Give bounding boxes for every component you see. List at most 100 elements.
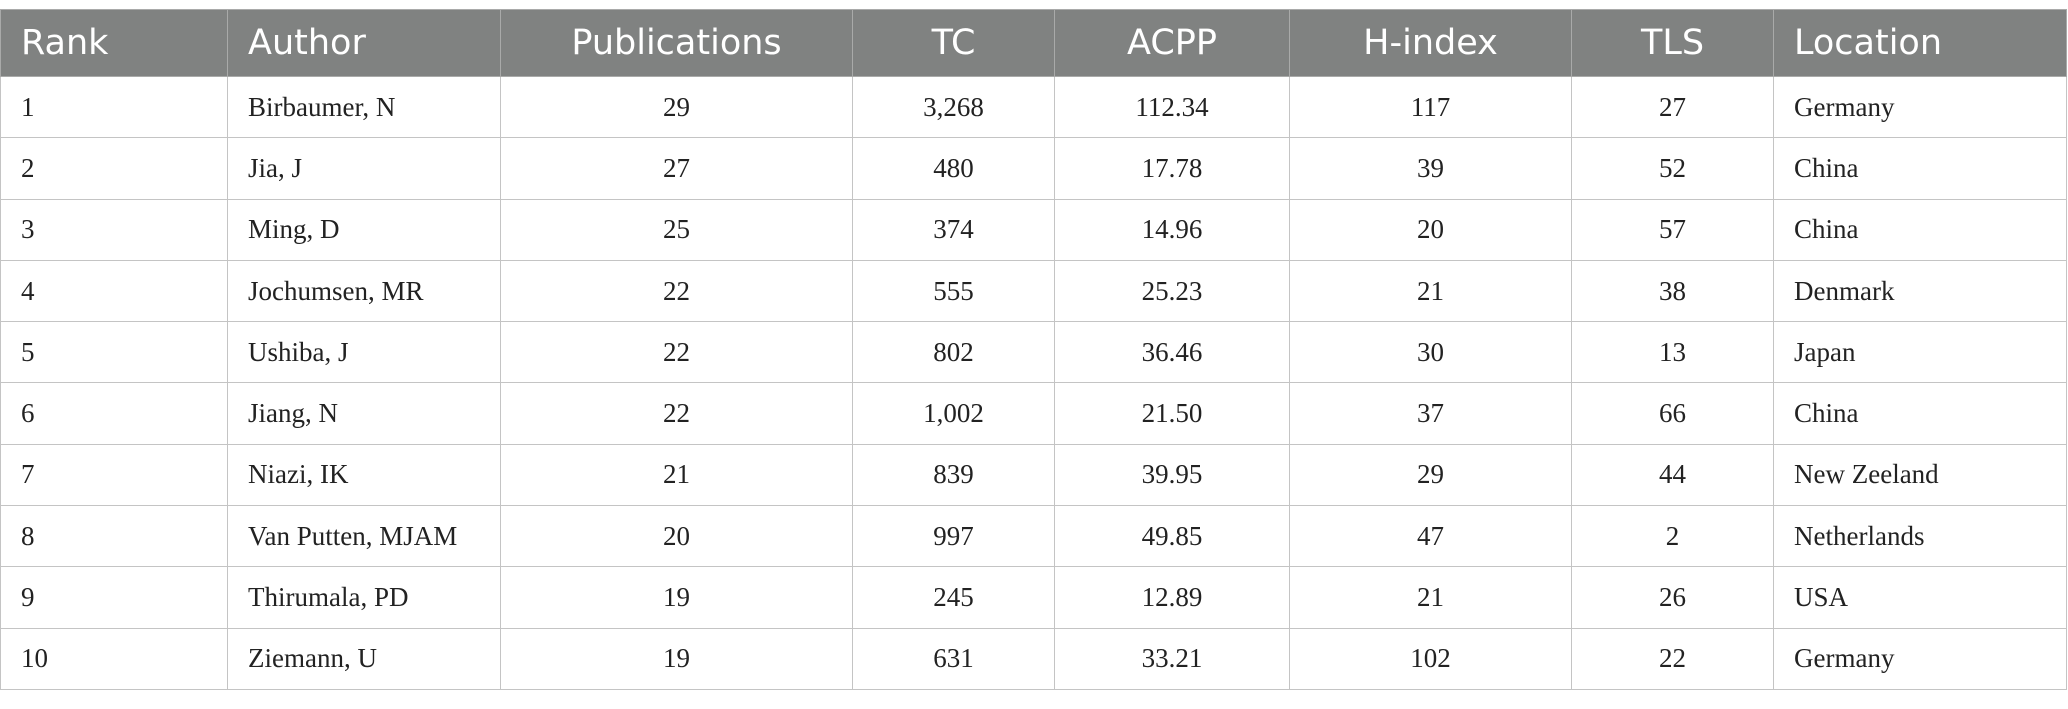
cell-location: Netherlands — [1773, 505, 2067, 568]
table-row: 4 Jochumsen, MR 22 555 25.23 21 38 Denmark — [0, 259, 2067, 323]
table-row: 9 Thirumala, PD 19 245 12.89 21 26 USA — [0, 566, 2067, 629]
cell-tls: 27 — [1571, 75, 1774, 139]
header-acpp: ACPP — [1054, 9, 1290, 77]
table-row: 3 Ming, D 25 374 14.96 20 57 China — [0, 198, 2067, 261]
cell-publications: 19 — [500, 627, 853, 690]
header-location: Location — [1773, 9, 2067, 77]
cell-h-index: 37 — [1289, 382, 1572, 445]
cell-h-index: 30 — [1289, 321, 1572, 384]
header-tc: TC — [852, 9, 1055, 77]
cell-rank: 8 — [0, 505, 228, 568]
cell-tc: 997 — [852, 505, 1055, 568]
header-author: Author — [227, 9, 501, 77]
header-row: Rank Author Publications TC ACPP H-index… — [0, 9, 2067, 77]
cell-tls: 2 — [1571, 505, 1774, 568]
cell-acpp: 12.89 — [1054, 566, 1290, 629]
cell-author: Van Putten, MJAM — [227, 505, 501, 568]
cell-h-index: 29 — [1289, 443, 1572, 507]
cell-author: Ushiba, J — [227, 321, 501, 384]
cell-acpp: 33.21 — [1054, 627, 1290, 690]
cell-rank: 7 — [0, 443, 228, 507]
cell-tc: 245 — [852, 566, 1055, 629]
cell-h-index: 20 — [1289, 198, 1572, 261]
table-row: 7 Niazi, IK 21 839 39.95 29 44 New Zeeland — [0, 443, 2067, 507]
cell-h-index: 39 — [1289, 137, 1572, 200]
cell-author: Niazi, IK — [227, 443, 501, 507]
cell-author: Ming, D — [227, 198, 501, 261]
cell-tls: 52 — [1571, 137, 1774, 200]
cell-publications: 22 — [500, 259, 853, 323]
table-row: 8 Van Putten, MJAM 20 997 49.85 47 2 Netherland… — [0, 505, 2067, 568]
cell-location: USA — [1773, 566, 2067, 629]
cell-acpp: 39.95 — [1054, 443, 1290, 507]
cell-rank: 5 — [0, 321, 228, 384]
cell-author: Thirumala, PD — [227, 566, 501, 629]
cell-rank: 1 — [0, 75, 228, 139]
header-publications: Publications — [500, 9, 853, 77]
cell-h-index: 21 — [1289, 566, 1572, 629]
cell-tc: 3,268 — [852, 75, 1055, 139]
cell-tc: 374 — [852, 198, 1055, 261]
cell-tls: 22 — [1571, 627, 1774, 690]
cell-location: Japan — [1773, 321, 2067, 384]
cell-publications: 25 — [500, 198, 853, 261]
cell-tc: 555 — [852, 259, 1055, 323]
cell-acpp: 112.34 — [1054, 75, 1290, 139]
cell-rank: 9 — [0, 566, 228, 629]
cell-acpp: 36.46 — [1054, 321, 1290, 384]
cell-tc: 802 — [852, 321, 1055, 384]
cell-acpp: 21.50 — [1054, 382, 1290, 445]
cell-h-index: 117 — [1289, 75, 1572, 139]
cell-rank: 4 — [0, 259, 228, 323]
cell-rank: 10 — [0, 627, 228, 690]
cell-location: China — [1773, 137, 2067, 200]
cell-author: Jochumsen, MR — [227, 259, 501, 323]
table-row: 6 Jiang, N 22 1,002 21.50 37 66 China — [0, 382, 2067, 445]
cell-acpp: 17.78 — [1054, 137, 1290, 200]
cell-acpp: 25.23 — [1054, 259, 1290, 323]
table-row: 1 Birbaumer, N 29 3,268 112.34 117 27 Germany — [0, 75, 2067, 139]
cell-tls: 13 — [1571, 321, 1774, 384]
cell-publications: 21 — [500, 443, 853, 507]
table-body: 1 Birbaumer, N 29 3,268 112.34 117 27 Germany 2 J… — [0, 75, 2067, 690]
cell-publications: 22 — [500, 382, 853, 445]
cell-location: China — [1773, 382, 2067, 445]
cell-location: Germany — [1773, 627, 2067, 690]
cell-tls: 57 — [1571, 198, 1774, 261]
table-row: 10 Ziemann, U 19 631 33.21 102 22 Germany — [0, 627, 2067, 690]
cell-tls: 44 — [1571, 443, 1774, 507]
cell-publications: 19 — [500, 566, 853, 629]
cell-publications: 29 — [500, 75, 853, 139]
cell-publications: 20 — [500, 505, 853, 568]
cell-tls: 66 — [1571, 382, 1774, 445]
cell-author: Ziemann, U — [227, 627, 501, 690]
cell-rank: 3 — [0, 198, 228, 261]
cell-rank: 2 — [0, 137, 228, 200]
cell-author: Birbaumer, N — [227, 75, 501, 139]
cell-tls: 38 — [1571, 259, 1774, 323]
author-table: Rank Author Publications TC ACPP H-index… — [0, 9, 2067, 690]
cell-rank: 6 — [0, 382, 228, 445]
cell-location: Denmark — [1773, 259, 2067, 323]
cell-publications: 22 — [500, 321, 853, 384]
cell-tc: 631 — [852, 627, 1055, 690]
table-header: Rank Author Publications TC ACPP H-index… — [0, 9, 2067, 77]
header-tls: TLS — [1571, 9, 1774, 77]
cell-acpp: 49.85 — [1054, 505, 1290, 568]
cell-tls: 26 — [1571, 566, 1774, 629]
cell-h-index: 47 — [1289, 505, 1572, 568]
cell-h-index: 21 — [1289, 259, 1572, 323]
cell-tc: 480 — [852, 137, 1055, 200]
cell-location: Germany — [1773, 75, 2067, 139]
table-row: 2 Jia, J 27 480 17.78 39 52 China — [0, 137, 2067, 200]
cell-tc: 839 — [852, 443, 1055, 507]
header-h-index: H-index — [1289, 9, 1572, 77]
header-rank: Rank — [0, 9, 228, 77]
cell-acpp: 14.96 — [1054, 198, 1290, 261]
cell-h-index: 102 — [1289, 627, 1572, 690]
table-row: 5 Ushiba, J 22 802 36.46 30 13 Japan — [0, 321, 2067, 384]
cell-tc: 1,002 — [852, 382, 1055, 445]
cell-author: Jia, J — [227, 137, 501, 200]
cell-author: Jiang, N — [227, 382, 501, 445]
cell-publications: 27 — [500, 137, 853, 200]
